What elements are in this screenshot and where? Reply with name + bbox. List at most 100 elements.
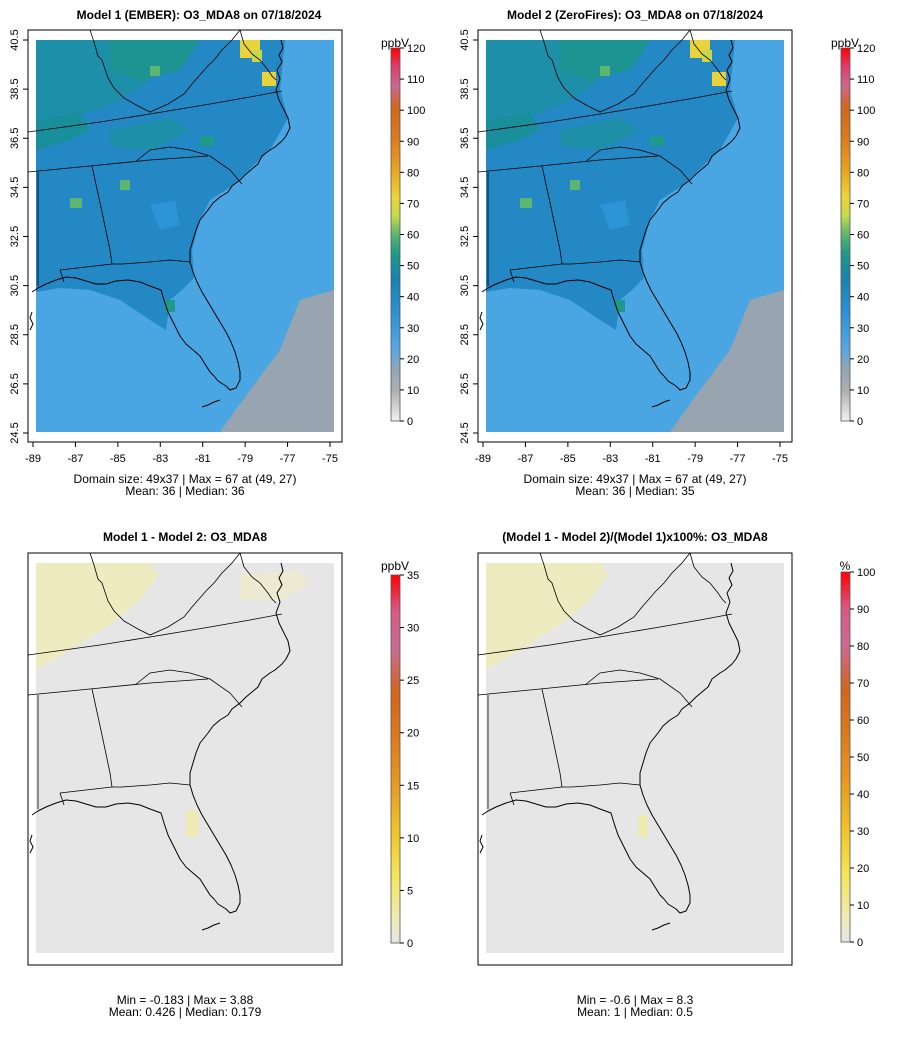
panel-percent-difference: (Model 1 - Model 2)/(Model 1)x100%: O3_M…	[477, 530, 793, 1019]
y-tick-label: 24.5	[9, 422, 21, 443]
colorbar-1-unit: ppbV	[381, 36, 409, 50]
x-tick-label: -81	[195, 453, 211, 465]
colorbar-3-unit: ppbV	[381, 559, 409, 573]
panel4-title: (Model 1 - Model 2)/(Model 1)x100%: O3_M…	[502, 530, 768, 544]
colorbar-tick-label: 10	[407, 385, 419, 397]
colorbar-tick-label: 60	[407, 230, 419, 242]
colorbar-tick-label: 60	[857, 715, 869, 727]
x-tick-label: -83	[152, 453, 168, 465]
colorbar-tick-label: 50	[857, 261, 869, 273]
colorbar-1: ppbV 0 10 20 30 40 50 60 70 80 90 100 110 120	[381, 36, 425, 428]
panel4-frame	[477, 552, 793, 966]
x-tick-label: -77	[280, 453, 296, 465]
colorbar-tick-label: 40	[857, 292, 869, 304]
colorbar-tick-label: 40	[407, 292, 419, 304]
colorbar-tick-label: 0	[857, 416, 863, 428]
colorbar-tick-label: 90	[857, 136, 869, 148]
colorbar-tick-label: 120	[857, 43, 875, 55]
panel2-map	[477, 29, 784, 432]
colorbar-tick-label: 10	[857, 900, 869, 912]
colorbar-tick-label: 80	[857, 167, 869, 179]
panel2-x-axis: -89 -87 -85 -83 -81 -79 -77 -75	[475, 441, 788, 465]
panel1-stats-line1: Domain size: 49x37 | Max = 67 at (49, 27…	[74, 472, 297, 486]
x-tick-label: -75	[772, 453, 788, 465]
y-tick-label: 38.5	[459, 78, 471, 99]
colorbar-tick-label: 5	[407, 885, 413, 897]
x-tick-label: -87	[67, 453, 83, 465]
colorbar-tick-label: 100	[857, 105, 875, 117]
colorbar-gradient	[390, 47, 401, 422]
x-tick-label: -77	[730, 453, 746, 465]
colorbar-2: ppbV 0 10 20 30 40 50 60 70 80 90 100 110 120	[831, 36, 875, 428]
panel-difference: Model 1 - Model 2: O3_MDA8 Min = -0.183 …	[27, 530, 343, 1019]
panel3-stats-line1: Min = -0.183 | Max = 3.88	[117, 993, 254, 1007]
panel1-stats-line2: Mean: 36 | Median: 36	[125, 484, 245, 498]
x-tick-label: -79	[687, 453, 703, 465]
y-tick-label: 30.5	[9, 275, 21, 296]
colorbar-tick-label: 15	[407, 780, 419, 792]
y-tick-label: 28.5	[9, 324, 21, 345]
panel2-stats-line1: Domain size: 49x37 | Max = 67 at (49, 27…	[524, 472, 747, 486]
colorbar-tick-label: 70	[407, 198, 419, 210]
panel3-map	[27, 552, 334, 953]
panel4-stats-line2: Mean: 1 | Median: 0.5	[577, 1005, 693, 1019]
colorbar-gradient	[840, 47, 851, 422]
colorbar-tick-label: 70	[857, 198, 869, 210]
x-tick-label: -81	[645, 453, 661, 465]
y-tick-label: 34.5	[459, 177, 471, 198]
y-tick-label: 40.5	[9, 29, 21, 50]
y-tick-label: 24.5	[459, 422, 471, 443]
colorbar-tick-label: 20	[857, 863, 869, 875]
x-tick-label: -87	[517, 453, 533, 465]
x-tick-label: -85	[560, 453, 576, 465]
panel1-y-axis: 24.5 26.5 28.5 30.5 32.5 34.5 36.5 38.5 40.5	[9, 29, 29, 444]
panel2-title: Model 2 (ZeroFires): O3_MDA8 on 07/18/20…	[507, 8, 763, 22]
panel1-map	[27, 29, 334, 432]
x-tick-label: -75	[322, 453, 338, 465]
panel1-x-axis: -89 -87 -85 -83 -81 -79 -77 -75	[25, 441, 338, 465]
colorbar-tick-label: 50	[857, 752, 869, 764]
colorbar-tick-label: 110	[407, 74, 425, 86]
y-tick-label: 32.5	[459, 226, 471, 247]
y-tick-label: 26.5	[459, 373, 471, 394]
colorbar-tick-label: 0	[407, 416, 413, 428]
colorbar-3: ppbV 0 5 10 15 20 25 30 35	[381, 559, 419, 950]
colorbar-tick-label: 20	[857, 354, 869, 366]
colorbar-tick-label: 40	[857, 789, 869, 801]
colorbar-tick-label: 50	[407, 261, 419, 273]
x-tick-label: -85	[110, 453, 126, 465]
colorbar-tick-label: 80	[857, 641, 869, 653]
colorbar-tick-label: 20	[407, 354, 419, 366]
y-tick-label: 36.5	[459, 128, 471, 149]
colorbar-tick-label: 35	[407, 570, 419, 582]
panel3-title: Model 1 - Model 2: O3_MDA8	[103, 530, 267, 544]
y-tick-label: 30.5	[459, 275, 471, 296]
colorbar-4-unit: %	[840, 559, 851, 573]
panel-model2: Model 2 (ZeroFires): O3_MDA8 on 07/18/20…	[459, 8, 793, 498]
colorbar-tick-label: 30	[407, 323, 419, 335]
x-tick-label: -89	[475, 453, 491, 465]
colorbar-gradient	[840, 571, 851, 943]
colorbar-tick-label: 10	[407, 833, 419, 845]
panel4-map	[477, 552, 784, 953]
panel2-y-axis: 24.5 26.5 28.5 30.5 32.5 34.5 36.5 38.5 40.5	[459, 29, 479, 444]
colorbar-gradient	[390, 574, 401, 944]
panel1-title: Model 1 (EMBER): O3_MDA8 on 07/18/2024	[77, 8, 322, 22]
colorbar-4: % 0 10 20 30 40 50 60 70 80 90 100	[840, 559, 876, 949]
colorbar-tick-label: 80	[407, 167, 419, 179]
y-tick-label: 32.5	[9, 226, 21, 247]
y-tick-label: 28.5	[459, 324, 471, 345]
colorbar-tick-label: 60	[857, 230, 869, 242]
colorbar-tick-label: 30	[407, 623, 419, 635]
colorbar-tick-label: 100	[857, 567, 875, 579]
panel3-frame	[27, 552, 343, 966]
colorbar-2-unit: ppbV	[831, 36, 859, 50]
y-tick-label: 26.5	[9, 373, 21, 394]
y-tick-label: 40.5	[459, 29, 471, 50]
y-tick-label: 36.5	[9, 128, 21, 149]
panel-model1: Model 1 (EMBER): O3_MDA8 on 07/18/2024 -…	[9, 8, 343, 498]
colorbar-tick-label: 90	[857, 604, 869, 616]
colorbar-tick-label: 0	[407, 938, 413, 950]
x-tick-label: -89	[25, 453, 41, 465]
